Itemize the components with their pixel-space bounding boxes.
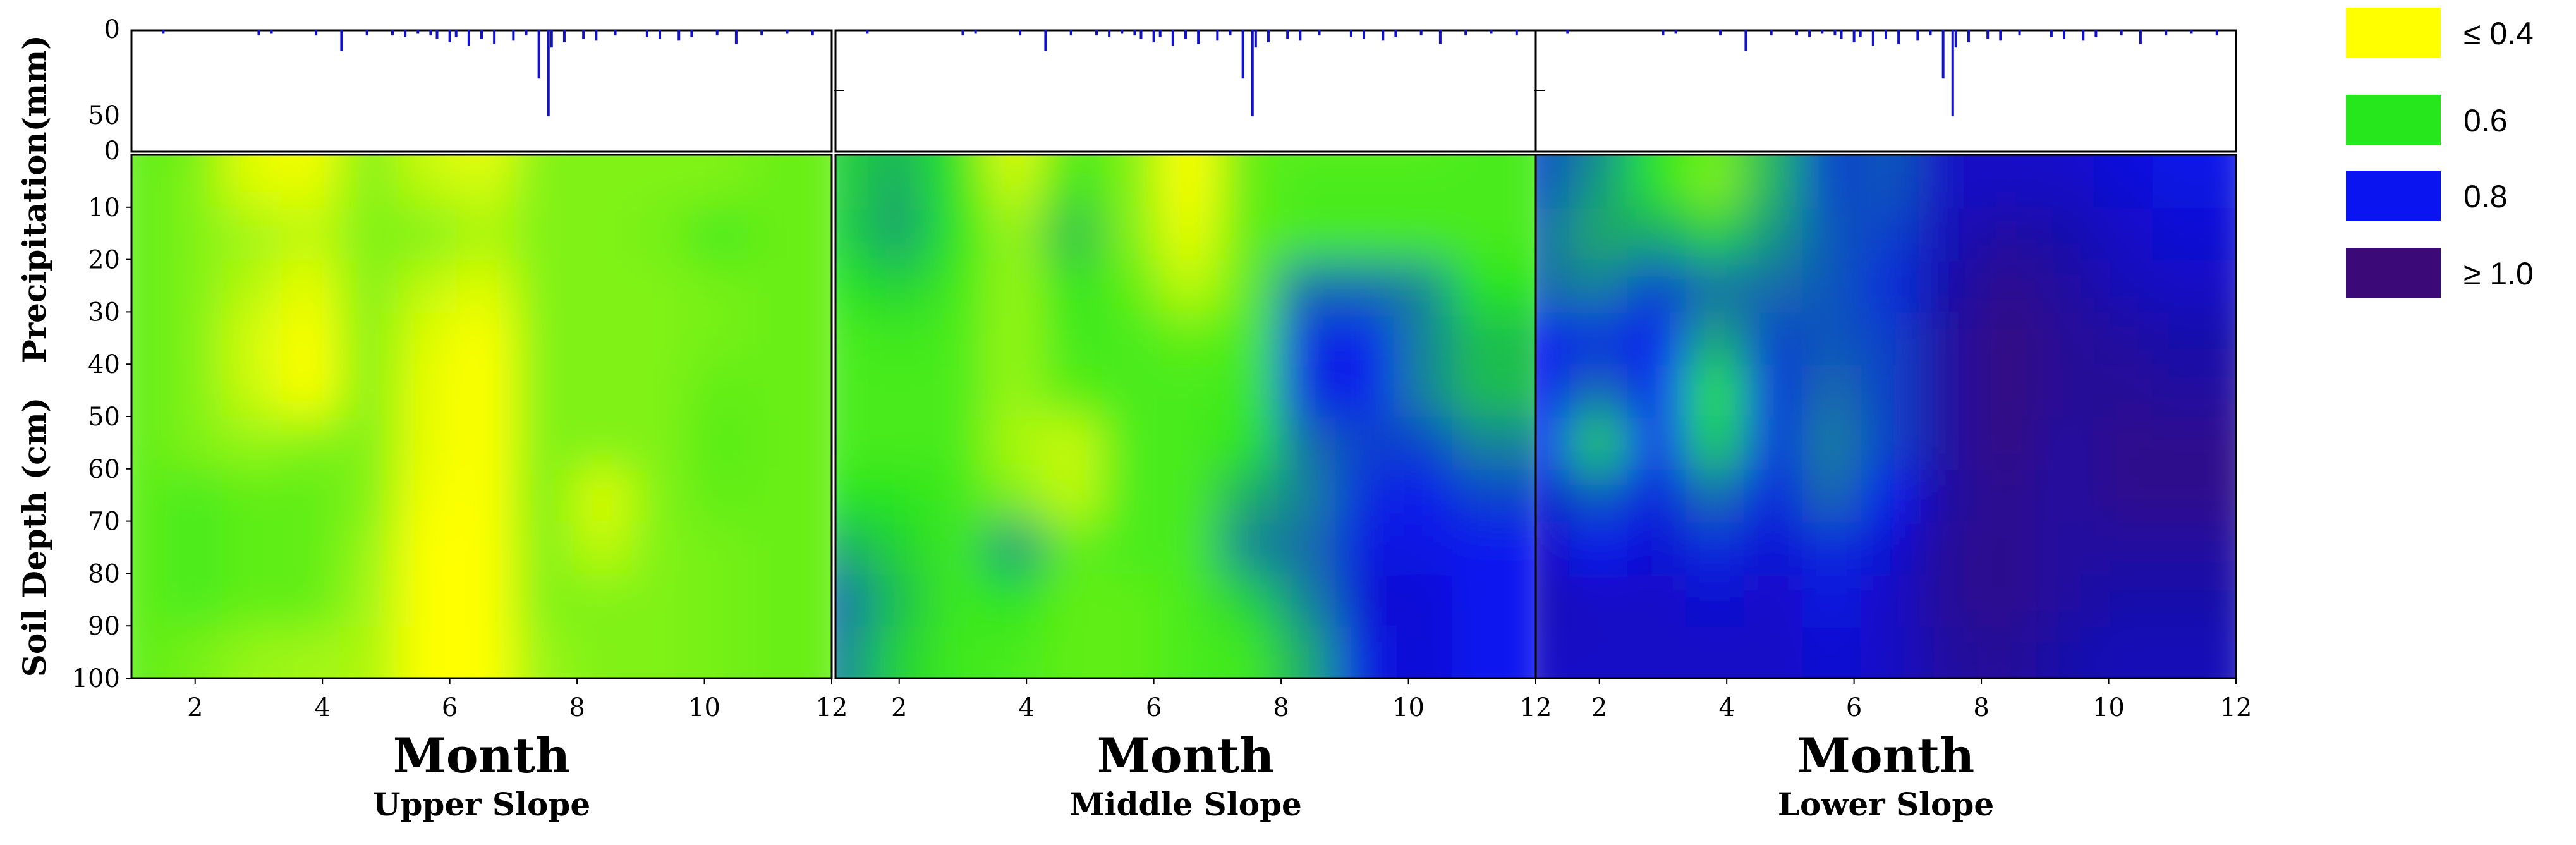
month-tick-label: 6: [1146, 693, 1162, 722]
legend: ≤ 0.4 0.6 0.8 ≥ 1.0: [2346, 8, 2534, 298]
depth-tick-label: 60: [88, 455, 120, 484]
depth-tick-label: 100: [72, 664, 120, 693]
legend-item: 0.8: [2346, 171, 2508, 221]
heat-cell: [748, 626, 832, 678]
heatmap-1: [131, 155, 832, 678]
panel-title: Lower Slope: [1778, 786, 1994, 823]
month-tick-label: 4: [1718, 693, 1734, 722]
legend-label: 0.8: [2464, 179, 2508, 214]
panel-1: 0 50 0 10 20 30 40 50 60 70 80 90 100 2 4 6 8 10 12 MonthUp…: [72, 15, 848, 823]
legend-item: ≥ 1.0: [2346, 248, 2534, 298]
month-tick-label: 10: [2093, 693, 2125, 722]
month-tick-label: 6: [1846, 693, 1862, 722]
precip-tick-label: 0: [104, 137, 120, 166]
legend-label: 0.6: [2464, 103, 2508, 138]
month-tick-label: 12: [2220, 693, 2252, 722]
legend-item: 0.6: [2346, 95, 2508, 145]
month-axis-label: Month: [393, 727, 570, 784]
month-tick-label: 2: [187, 693, 203, 722]
panel-title: Middle Slope: [1069, 786, 1302, 823]
month-tick-label: 10: [688, 693, 720, 722]
depth-tick-label: 90: [88, 612, 120, 641]
depth-tick-label: 50: [88, 403, 120, 432]
month-tick-label: 2: [1591, 693, 1607, 722]
depth-tick-label: 40: [88, 350, 120, 379]
depth-tick-label: 80: [88, 559, 120, 588]
month-axis-label: Month: [1097, 727, 1274, 784]
month-tick-label: 12: [1520, 693, 1552, 722]
month-tick-label: 8: [1973, 693, 1989, 722]
month-tick-label: 4: [1018, 693, 1034, 722]
legend-item: ≤ 0.4: [2346, 8, 2534, 58]
legend-swatch: [2346, 95, 2441, 145]
legend-swatch: [2346, 171, 2441, 221]
precip-tick-label: 50: [88, 101, 120, 130]
month-tick-label: 8: [569, 693, 585, 722]
legend-label: ≥ 1.0: [2464, 256, 2534, 291]
legend-swatch: [2346, 8, 2441, 58]
month-tick-label: 6: [442, 693, 458, 722]
month-tick-label: 12: [816, 693, 848, 722]
month-tick-label: 8: [1273, 693, 1289, 722]
heat-cell: [1452, 626, 1536, 678]
month-tick-label: 4: [314, 693, 330, 722]
legend-label: ≤ 0.4: [2464, 16, 2534, 51]
heat-cell: [2152, 626, 2236, 678]
precip-axis-label: Precipitation(mm): [16, 35, 53, 363]
depth-tick-label: 70: [88, 508, 120, 537]
precip-frame: [1534, 29, 2237, 153]
month-axis-label: Month: [1797, 727, 1974, 784]
soil-depth-axis-label: Soil Depth (cm): [16, 398, 53, 678]
depth-tick-label: 30: [88, 298, 120, 327]
legend-swatch: [2346, 248, 2441, 298]
precip-frame: [834, 29, 1537, 153]
precip-tick-label: 0: [104, 15, 120, 44]
heatmap-frame: [1534, 154, 2237, 679]
heatmap-2: [835, 155, 1536, 678]
depth-tick-label: 20: [88, 246, 120, 275]
month-tick-label: 10: [1392, 693, 1425, 722]
precip-frame: [130, 29, 833, 153]
heatmap-3: [1536, 155, 2236, 678]
month-tick-label: 2: [891, 693, 907, 722]
depth-tick-label: 10: [88, 193, 120, 222]
panel-title: Upper Slope: [373, 786, 590, 823]
